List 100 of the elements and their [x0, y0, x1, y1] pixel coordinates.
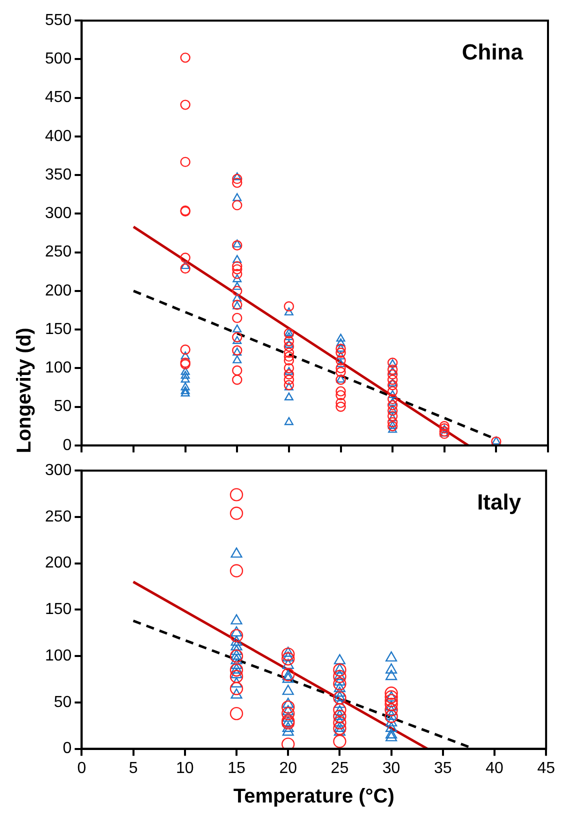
point — [230, 706, 244, 720]
y-tick-label: 200 — [44, 282, 72, 300]
y-tick-label: 50 — [54, 694, 72, 711]
point — [230, 629, 244, 642]
point — [230, 677, 242, 688]
point — [388, 406, 398, 414]
point — [282, 648, 295, 661]
y-tick-label: 150 — [44, 601, 72, 618]
point — [333, 670, 346, 684]
point — [334, 654, 346, 664]
annotation: Italy — [477, 490, 522, 515]
point — [230, 663, 244, 677]
point — [386, 728, 398, 738]
point — [230, 636, 242, 646]
x-tick-label: 0 — [77, 760, 86, 777]
y-tick-label: 250 — [44, 244, 72, 261]
point — [230, 688, 242, 699]
point — [230, 626, 242, 636]
point — [334, 663, 346, 674]
point — [333, 677, 346, 690]
point — [282, 672, 294, 683]
point — [230, 670, 244, 684]
point — [284, 332, 294, 340]
x-axis-title: Temperature (°C) — [233, 786, 394, 808]
point — [333, 716, 346, 730]
point — [230, 649, 244, 663]
point — [388, 420, 398, 429]
point — [180, 382, 190, 390]
point — [386, 716, 398, 726]
point — [336, 334, 346, 342]
point — [386, 663, 398, 674]
point — [384, 694, 398, 708]
point — [180, 261, 190, 270]
point — [282, 684, 294, 695]
point — [334, 722, 346, 732]
point — [232, 239, 242, 248]
point — [333, 663, 346, 677]
point — [180, 386, 190, 394]
x-tick-label: 5 — [128, 760, 138, 777]
point — [282, 651, 294, 662]
point — [333, 710, 346, 723]
point — [230, 640, 242, 650]
point — [180, 374, 190, 383]
point — [333, 691, 346, 704]
point — [384, 710, 398, 723]
point — [386, 731, 398, 742]
x-tick-label: 30 — [382, 760, 400, 777]
point — [232, 254, 242, 263]
point — [386, 710, 398, 720]
y-tick-label: 300 — [44, 205, 72, 222]
point — [230, 663, 242, 674]
point — [230, 668, 242, 678]
point — [282, 658, 294, 669]
point — [230, 644, 242, 656]
point — [334, 686, 346, 697]
x-tick-label: 15 — [228, 760, 246, 777]
y-tick-label: 350 — [44, 166, 72, 184]
point — [232, 355, 242, 364]
point — [388, 378, 398, 386]
point — [230, 649, 242, 660]
point — [336, 338, 346, 346]
point — [232, 193, 242, 202]
y-tick-label: 50 — [54, 398, 72, 416]
x-tick-label: 35 — [434, 760, 452, 777]
point — [282, 722, 294, 732]
point — [334, 726, 346, 736]
point — [232, 348, 242, 356]
annotation: China — [462, 40, 524, 65]
point — [336, 351, 346, 360]
point — [334, 682, 346, 692]
point — [334, 710, 346, 720]
point — [230, 614, 242, 624]
point — [232, 172, 242, 180]
point — [388, 390, 398, 398]
point — [232, 336, 242, 344]
y-tick-label: 300 — [44, 462, 72, 480]
point — [388, 398, 398, 406]
y-tick-label: 100 — [44, 647, 72, 664]
point — [282, 700, 295, 714]
point — [284, 392, 294, 400]
point — [180, 366, 190, 375]
point — [282, 705, 294, 716]
x-tick-label: 40 — [486, 760, 504, 777]
point — [282, 698, 294, 708]
y-tick-label: 550 — [44, 12, 72, 30]
point — [180, 388, 190, 396]
point — [336, 359, 346, 368]
y-tick-label: 150 — [44, 320, 72, 338]
point — [384, 686, 398, 700]
y-tick-label: 200 — [44, 554, 72, 572]
point — [284, 328, 294, 336]
point — [333, 722, 346, 735]
y-tick-label: 0 — [62, 436, 72, 454]
point — [334, 670, 346, 680]
point — [388, 424, 398, 433]
y-tick-label: 500 — [44, 50, 72, 68]
x-tick-label: 25 — [330, 760, 349, 777]
point — [334, 698, 346, 708]
point — [282, 706, 295, 720]
x-tick-label: 20 — [279, 760, 298, 777]
